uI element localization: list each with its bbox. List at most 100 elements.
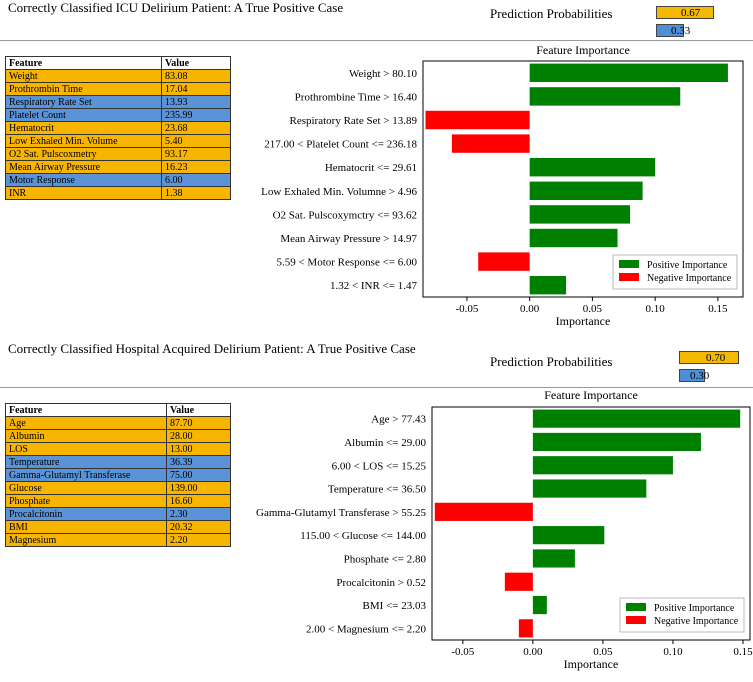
category-label-3: Respiratory Rate Set > 13.89 — [290, 115, 418, 127]
panel1-header-feature: Feature — [5, 56, 162, 70]
panel2-feature-importance-chart: Feature Importance Age > 77.43 Albumin <= … — [256, 388, 753, 671]
x-tick-label-2: 0.00 — [520, 303, 540, 315]
category-label-4: 217.00 < Platelet Count <= 236.18 — [264, 139, 417, 151]
x-tick-label-4: 0.10 — [646, 303, 666, 315]
plot-frame — [422, 60, 744, 298]
table-cell-feature: Procalcitonin — [5, 507, 167, 521]
table-cell-value: 235.99 — [161, 108, 231, 122]
panel2-feature-table: Feature Value Age 87.70 Albumin 28.00 LOS 1… — [5, 403, 231, 547]
table-cell-feature: Magnesium — [5, 533, 167, 547]
bar-10 — [529, 275, 567, 295]
table-row: Magnesium 2.20 — [5, 533, 231, 547]
category-label-10: 2.00 < Magnesium <= 2.20 — [306, 623, 427, 635]
table-cell-feature: Low Exhaled Min. Volume — [5, 134, 162, 148]
table-row: Temperature 36.39 — [5, 455, 231, 469]
bar-5 — [529, 157, 656, 177]
panel2-prob-bar-0: 0.70 — [679, 351, 739, 364]
panel2-header-feature: Feature — [5, 403, 167, 417]
table-row: Albumin 28.00 — [5, 429, 231, 443]
table-cell-value: 83.08 — [161, 69, 231, 83]
table-cell-value: 139.00 — [166, 481, 231, 495]
panel2-separator — [0, 387, 753, 388]
table-cell-value: 23.68 — [161, 121, 231, 135]
bar-9 — [478, 252, 530, 271]
panel1-header-value: Value — [161, 56, 231, 70]
table-row: Phosphate 16.60 — [5, 494, 231, 508]
category-label-5: Hematocrit <= 29.61 — [325, 162, 417, 174]
panel2-prediction-bars: 0.70 0.30 — [679, 351, 743, 385]
panel1-separator — [0, 40, 753, 41]
panel1-prob-bar-0: 0.67 — [656, 6, 714, 19]
panel1-prediction-bars: 0.67 0.33 — [656, 6, 716, 38]
table-row: INR 1.38 — [5, 186, 231, 200]
bar-3 — [532, 456, 673, 475]
panel1-prob-value-1: 0.33 — [671, 25, 691, 37]
table-cell-value: 6.00 — [161, 173, 231, 187]
panel2-prediction-label: Prediction Probabilities — [490, 354, 613, 369]
category-label-2: Albumin <= 29.00 — [344, 437, 426, 449]
category-label-9: 5.59 < Motor Response <= 6.00 — [276, 257, 417, 269]
legend-label-2: Negative Importance — [654, 616, 739, 627]
table-cell-value: 13.93 — [161, 95, 231, 109]
table-row: LOS 13.00 — [5, 442, 231, 456]
table-cell-feature: Weight — [5, 69, 162, 83]
table-cell-value: 2.30 — [166, 507, 231, 521]
category-label-7: Phosphate <= 2.80 — [344, 553, 427, 565]
table-cell-feature: Phosphate — [5, 494, 167, 508]
table-row: Glucose 139.00 — [5, 481, 231, 495]
panel1-feature-table: Feature Value Weight 83.08 Prothrombin Ti… — [5, 56, 231, 200]
table-row: Weight 83.08 — [5, 69, 231, 83]
bar-6 — [529, 181, 643, 201]
panel1-feature-importance-chart: Feature Importance Weight > 80.10 Prothrom… — [261, 43, 744, 328]
x-tick-label-5: 0.15 — [708, 303, 728, 315]
category-label-7: O2 Sat. Pulscoxymctry <= 93.62 — [273, 209, 417, 221]
table-cell-value: 36.39 — [166, 455, 231, 469]
table-cell-value: 1.38 — [161, 186, 231, 200]
bar-7 — [529, 205, 631, 224]
x-tick-label-4: 0.10 — [663, 646, 683, 658]
panel2-header-value: Value — [166, 403, 231, 417]
table-cell-value: 20.32 — [166, 520, 231, 534]
table-row: Low Exhaled Min. Volume 5.40 — [5, 134, 231, 148]
table-cell-feature: Temperature — [5, 455, 167, 469]
table-cell-value: 17.04 — [161, 82, 231, 96]
category-label-4: Temperature <= 36.50 — [328, 484, 427, 496]
x-tick-label-2: 0.00 — [523, 646, 543, 658]
category-label-9: BMI <= 23.03 — [363, 600, 427, 612]
legend-swatch-1 — [619, 260, 639, 268]
panel2-title: Correctly Classified Hospital Acquired D… — [8, 341, 416, 356]
x-axis-label: Importance — [556, 314, 611, 328]
category-label-10: 1.32 < INR <= 1.47 — [330, 280, 418, 292]
category-label-1: Age > 77.43 — [371, 414, 426, 426]
bar-3 — [425, 110, 530, 130]
table-cell-feature: Motor Response — [5, 173, 162, 187]
panel1-prob-bar-1: 0.33 — [656, 24, 690, 37]
x-tick-label-3: 0.05 — [593, 646, 613, 658]
table-cell-value: 93.17 — [161, 147, 231, 161]
table-row: Prothrombin Time 17.04 — [5, 82, 231, 96]
table-cell-feature: O2 Sat. Pulscoxmetry — [5, 147, 162, 161]
table-cell-feature: Age — [5, 416, 167, 430]
table-cell-value: 16.23 — [161, 160, 231, 174]
bar-2 — [529, 87, 681, 106]
bar-6 — [532, 526, 605, 545]
x-axis-label: Importance — [564, 657, 619, 671]
category-label-6: 115.00 < Glucose <= 144.00 — [300, 530, 426, 542]
panel1-table-header: Feature Value — [5, 56, 231, 70]
x-tick-label-1: -0.05 — [455, 303, 478, 315]
bar-4 — [532, 479, 647, 498]
table-row: Respiratory Rate Set 13.93 — [5, 95, 231, 109]
table-cell-value: 87.70 — [166, 416, 231, 430]
panel1-prob-value-0: 0.67 — [681, 7, 701, 19]
table-cell-value: 75.00 — [166, 468, 231, 482]
legend-swatch-2 — [619, 273, 639, 281]
table-cell-feature: LOS — [5, 442, 167, 456]
plot-frame — [431, 406, 751, 641]
table-row: BMI 20.32 — [5, 520, 231, 534]
table-cell-feature: Hematocrit — [5, 121, 162, 135]
bar-7 — [532, 549, 575, 568]
bar-4 — [451, 134, 530, 153]
chart-title: Feature Importance — [544, 388, 638, 402]
table-row: Age 87.70 — [5, 416, 231, 430]
bar-5 — [434, 502, 533, 521]
